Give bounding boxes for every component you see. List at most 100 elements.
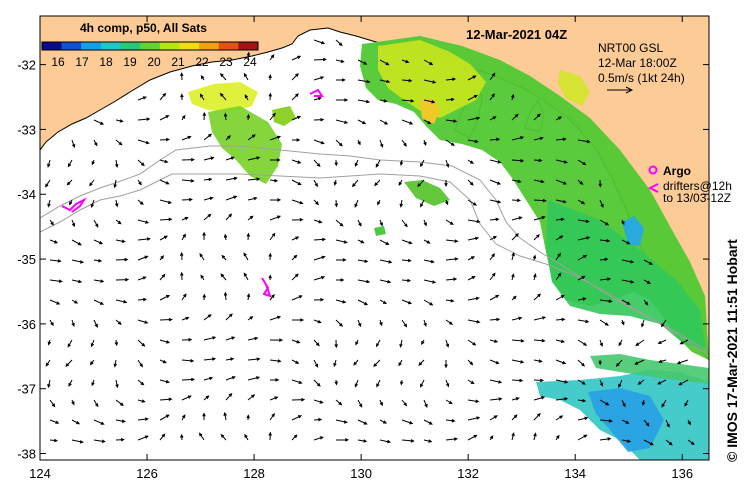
current-arrow-icon — [220, 273, 227, 281]
current-arrow-icon — [555, 179, 568, 185]
current-arrow-icon — [641, 399, 646, 406]
current-arrow-icon — [336, 98, 349, 102]
current-arrow-icon — [181, 135, 192, 141]
current-arrow-icon — [467, 199, 477, 206]
current-arrow-icon — [181, 233, 186, 241]
current-arrow-icon — [555, 272, 562, 281]
current-arrow-icon — [49, 259, 62, 263]
current-arrow-icon — [423, 399, 428, 408]
credit-label: © IMOS 17-Mar-2021 11:51 Hobart — [724, 239, 740, 462]
current-arrow-icon — [379, 399, 383, 407]
current-arrow-icon — [399, 339, 403, 348]
current-arrow-icon — [420, 159, 425, 168]
x-tick-label: 134 — [564, 466, 586, 481]
current-arrow-icon — [511, 273, 515, 281]
current-arrow-icon — [180, 433, 184, 441]
current-arrow-icon — [291, 218, 304, 222]
current-arrow-icon — [643, 419, 650, 427]
y-tick-label: -34 — [17, 187, 36, 202]
current-arrow-icon — [489, 379, 503, 384]
current-scale-arrow — [607, 86, 634, 94]
current-arrow-icon — [555, 317, 566, 322]
current-arrow-icon — [533, 273, 537, 281]
current-arrow-icon — [398, 179, 403, 187]
current-arrow-icon — [489, 159, 502, 164]
current-arrow-icon — [181, 157, 195, 162]
current-arrow-icon — [335, 59, 345, 63]
x-tick-label: 132 — [457, 466, 479, 481]
current-arrow-icon — [533, 316, 547, 321]
current-vector-field — [45, 39, 695, 446]
current-arrow-icon — [679, 339, 689, 345]
current-arrow-icon — [90, 199, 95, 208]
current-arrow-icon — [291, 397, 306, 402]
current-arrow-icon — [159, 317, 173, 322]
current-arrow-icon — [47, 339, 52, 346]
current-arrow-icon — [313, 379, 321, 387]
current-arrow-icon — [467, 339, 477, 346]
current-arrow-icon — [511, 198, 522, 203]
current-arrow-icon — [374, 179, 381, 187]
sst-patch-warm-core — [420, 98, 440, 124]
current-arrow-icon — [401, 258, 412, 263]
sst-patch-small-3 — [374, 226, 386, 236]
current-arrow-icon — [599, 277, 612, 281]
current-arrow-icon — [399, 379, 404, 386]
current-arrow-icon — [313, 76, 325, 81]
current-arrow-icon — [115, 219, 122, 225]
x-tick-label: 124 — [29, 466, 51, 481]
current-arrow-icon — [511, 432, 515, 441]
current-arrow-icon — [379, 239, 390, 246]
current-arrow-icon — [225, 213, 233, 221]
current-arrow-icon — [376, 379, 381, 388]
current-arrow-icon — [618, 379, 623, 388]
current-arrow-icon — [555, 294, 565, 301]
current-arrow-icon — [71, 299, 79, 304]
current-arrow-icon — [159, 273, 166, 281]
current-arrow-icon — [137, 179, 142, 186]
current-arrow-icon — [203, 336, 217, 341]
colorbar-swatch — [61, 42, 82, 50]
current-arrow-icon — [445, 298, 455, 303]
current-arrow-icon — [599, 319, 609, 326]
current-arrow-icon — [489, 359, 500, 365]
current-arrow-icon — [637, 379, 645, 385]
current-arrow-icon — [489, 72, 496, 81]
current-arrow-icon — [223, 291, 228, 301]
current-arrow-icon — [202, 231, 206, 241]
current-arrow-icon — [643, 439, 654, 446]
current-arrow-icon — [511, 397, 520, 401]
current-arrow-icon — [533, 216, 546, 221]
current-arrow-icon — [467, 116, 481, 121]
colorbar-tick-label: 22 — [195, 55, 209, 69]
current-arrow-icon — [313, 298, 325, 302]
current-arrow-icon — [533, 113, 541, 121]
current-arrow-icon — [202, 412, 206, 420]
colorbar-tick-label: 16 — [51, 55, 65, 69]
current-arrow-icon — [203, 357, 217, 361]
current-arrow-icon — [247, 134, 256, 141]
current-arrow-icon — [467, 139, 479, 144]
current-arrow-icon — [661, 399, 667, 408]
current-arrow-icon — [47, 379, 51, 389]
current-arrow-icon — [291, 55, 302, 61]
current-arrow-icon — [423, 319, 427, 327]
current-arrow-icon — [423, 239, 431, 244]
current-arrow-icon — [418, 359, 425, 366]
current-arrow-icon — [615, 359, 623, 367]
current-arrow-icon — [269, 198, 282, 202]
current-arrow-icon — [354, 379, 359, 388]
current-arrow-icon — [401, 319, 408, 328]
current-arrow-icon — [621, 239, 631, 245]
current-arrow-icon — [247, 357, 261, 361]
current-arrow-icon — [533, 179, 545, 184]
current-arrow-icon — [247, 394, 256, 401]
current-arrow-icon — [93, 299, 105, 305]
current-arrow-icon — [599, 299, 613, 303]
current-arrow-icon — [375, 159, 381, 168]
current-arrow-icon — [115, 139, 123, 146]
current-arrow-icon — [93, 219, 99, 228]
current-arrow-icon — [489, 397, 503, 401]
current-arrow-icon — [89, 359, 95, 366]
